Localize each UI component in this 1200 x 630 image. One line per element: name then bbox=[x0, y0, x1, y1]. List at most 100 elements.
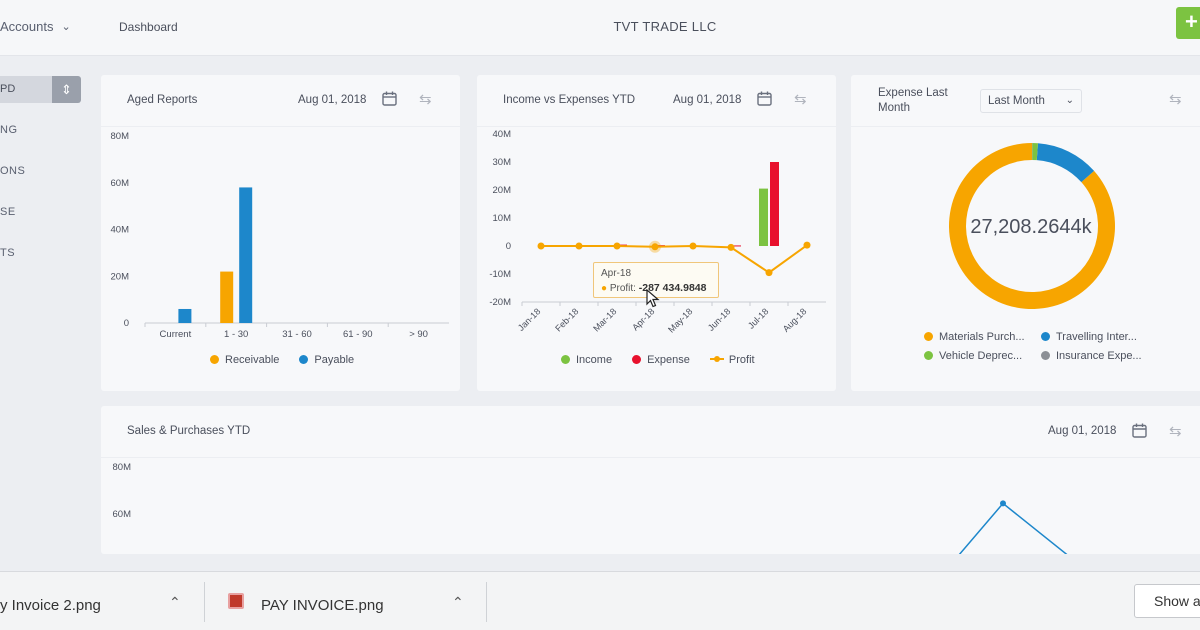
bar-expense bbox=[656, 245, 665, 247]
legend-label: Expense bbox=[647, 354, 690, 366]
refresh-icon[interactable]: ⇆ bbox=[794, 91, 807, 108]
filter-icon[interactable]: ⇕ bbox=[52, 76, 81, 103]
show-all-button[interactable]: Show all bbox=[1134, 584, 1200, 618]
x-tick-label: Jun-18 bbox=[706, 306, 733, 333]
refresh-icon[interactable]: ⇆ bbox=[1169, 91, 1182, 108]
point-profit bbox=[613, 242, 621, 250]
chevron-up-icon[interactable]: ⌃ bbox=[169, 594, 181, 610]
legend-item[interactable]: Expense bbox=[632, 354, 690, 366]
point-profit bbox=[803, 241, 811, 249]
date-label: Aug 01, 2018 bbox=[673, 94, 742, 106]
x-tick-label: 1 - 30 bbox=[224, 329, 248, 340]
line-sales bbox=[958, 502, 1068, 554]
x-tick-label: Apr-18 bbox=[630, 306, 656, 332]
x-tick-label: Mar-18 bbox=[591, 306, 618, 333]
tooltip-label: Profit: bbox=[609, 283, 636, 294]
legend-item[interactable]: Vehicle Deprec... bbox=[924, 350, 1022, 362]
donut-center-value: 27,208.2644k bbox=[970, 216, 1092, 238]
y-tick-label: 10M bbox=[493, 213, 512, 224]
y-tick-label: 60M bbox=[111, 178, 130, 189]
refresh-icon[interactable]: ⇆ bbox=[1169, 423, 1182, 440]
date-label: Aug 01, 2018 bbox=[298, 94, 367, 106]
line-profit bbox=[541, 244, 808, 274]
aged-reports-chart: 0 20M 40M 60M 80M Current 1 - 30 31 - 60 61 - 90… bbox=[111, 131, 449, 340]
sidebar-item-active[interactable]: PD bbox=[0, 76, 52, 103]
legend-label: Profit bbox=[728, 354, 755, 366]
chevron-up-icon[interactable]: ⌃ bbox=[452, 594, 464, 610]
x-tick-label: > 90 bbox=[409, 329, 428, 340]
tooltip-value: -287 434.9848 bbox=[638, 282, 707, 294]
y-tick-label: 80M bbox=[111, 131, 130, 142]
download-item[interactable]: PAY INVOICE.png bbox=[261, 597, 384, 614]
legend-label: Travelling Inter... bbox=[1056, 331, 1137, 343]
legend-item[interactable]: Receivable bbox=[210, 354, 279, 366]
x-tick-label: 61 - 90 bbox=[343, 329, 373, 340]
point-profit bbox=[537, 242, 545, 250]
sidebar-item[interactable]: TS bbox=[0, 247, 16, 259]
downloads-bar: y Invoice 2.png ⌃ PAY INVOICE.png ⌃ Show… bbox=[0, 571, 1200, 630]
chart-tooltip: Apr-18 ● Profit: -287 434.9848 bbox=[593, 262, 719, 298]
refresh-icon[interactable]: ⇆ bbox=[419, 91, 432, 108]
breadcrumb-dashboard[interactable]: Dashboard bbox=[119, 20, 178, 34]
period-select[interactable]: Last Month ⌄ bbox=[980, 89, 1082, 113]
x-tick-label: May-18 bbox=[666, 306, 694, 334]
x-tick-label: Feb-18 bbox=[553, 306, 580, 333]
point-profit bbox=[575, 242, 583, 250]
legend-item[interactable]: Payable bbox=[299, 354, 354, 366]
point-profit bbox=[651, 243, 659, 251]
accounts-label: Accounts bbox=[0, 19, 54, 34]
legend-item[interactable]: Travelling Inter... bbox=[1041, 331, 1137, 343]
y-tick-label: 0 bbox=[124, 318, 129, 329]
company-name: TVT TRADE LLC bbox=[613, 19, 717, 34]
sidebar-item[interactable]: ONS bbox=[0, 165, 26, 177]
bar-payable bbox=[239, 187, 253, 323]
chart-legend: Receivable Payable bbox=[210, 354, 354, 366]
card-title: Sales & Purchases YTD bbox=[127, 425, 251, 437]
bar-income bbox=[759, 188, 768, 246]
y-tick-label: 80M bbox=[113, 462, 132, 473]
card-title: Aged Reports bbox=[127, 94, 198, 106]
sales-purchases-card: Sales & Purchases YTD Aug 01, 2018 ⇆ 80M… bbox=[101, 406, 1200, 554]
legend-label: Materials Purch... bbox=[939, 331, 1025, 343]
x-tick-label: Current bbox=[160, 329, 192, 340]
y-tick-label: 30M bbox=[493, 157, 512, 168]
legend-label: Vehicle Deprec... bbox=[939, 350, 1023, 362]
card-title: Expense Last Month bbox=[878, 87, 948, 114]
y-tick-label: 0 bbox=[506, 241, 511, 252]
accounts-menu[interactable]: Accounts ⌄ bbox=[0, 19, 71, 34]
legend-item[interactable]: Insurance Expe... bbox=[1041, 350, 1142, 362]
calendar-icon[interactable] bbox=[1132, 423, 1147, 443]
y-tick-label: -20M bbox=[489, 297, 511, 308]
sidebar: PD ⇕ NG ONS SE TS bbox=[0, 76, 81, 281]
x-tick-label: Jul-18 bbox=[746, 306, 770, 330]
point-profit bbox=[727, 243, 735, 251]
legend-label: Payable bbox=[314, 354, 355, 366]
aged-reports-card: Aged Reports Aug 01, 2018 ⇆ 0 20M 40M 60M 80… bbox=[101, 75, 460, 391]
donut-slice bbox=[1036, 143, 1095, 183]
income-expenses-chart: -20M -10M 0 10M 20M 30M 40M Jan-18 Feb-18 Mar-18 A… bbox=[489, 130, 826, 335]
x-tick-label: Aug-18 bbox=[781, 306, 809, 334]
legend-label: Receivable bbox=[225, 354, 280, 366]
sidebar-item[interactable]: SE bbox=[0, 206, 16, 218]
y-tick-label: 20M bbox=[111, 271, 130, 282]
bar-receivable bbox=[220, 271, 234, 323]
calendar-icon[interactable] bbox=[382, 91, 397, 111]
legend-item[interactable]: Income bbox=[561, 354, 612, 366]
date-label: Aug 01, 2018 bbox=[1048, 425, 1117, 437]
legend-item[interactable]: Materials Purch... bbox=[924, 331, 1025, 343]
mouse-cursor-icon bbox=[646, 289, 660, 308]
point-profit bbox=[689, 242, 697, 250]
add-button[interactable]: + bbox=[1176, 7, 1200, 39]
calendar-icon[interactable] bbox=[757, 91, 772, 111]
legend-item[interactable]: Profit bbox=[709, 354, 755, 366]
chevron-down-icon: ⌄ bbox=[1065, 95, 1074, 106]
bar-payable bbox=[178, 308, 192, 323]
expense-donut-chart bbox=[949, 143, 1115, 309]
download-item[interactable]: y Invoice 2.png bbox=[0, 597, 101, 614]
y-tick-label: -10M bbox=[489, 269, 511, 280]
x-tick-label: 31 - 60 bbox=[282, 329, 312, 340]
sidebar-item[interactable]: NG bbox=[0, 124, 18, 136]
income-expenses-card: Income vs Expenses YTD Aug 01, 2018 ⇆ -2… bbox=[477, 75, 836, 391]
tooltip-month: Apr-18 bbox=[601, 268, 632, 279]
image-file-icon bbox=[228, 593, 244, 609]
